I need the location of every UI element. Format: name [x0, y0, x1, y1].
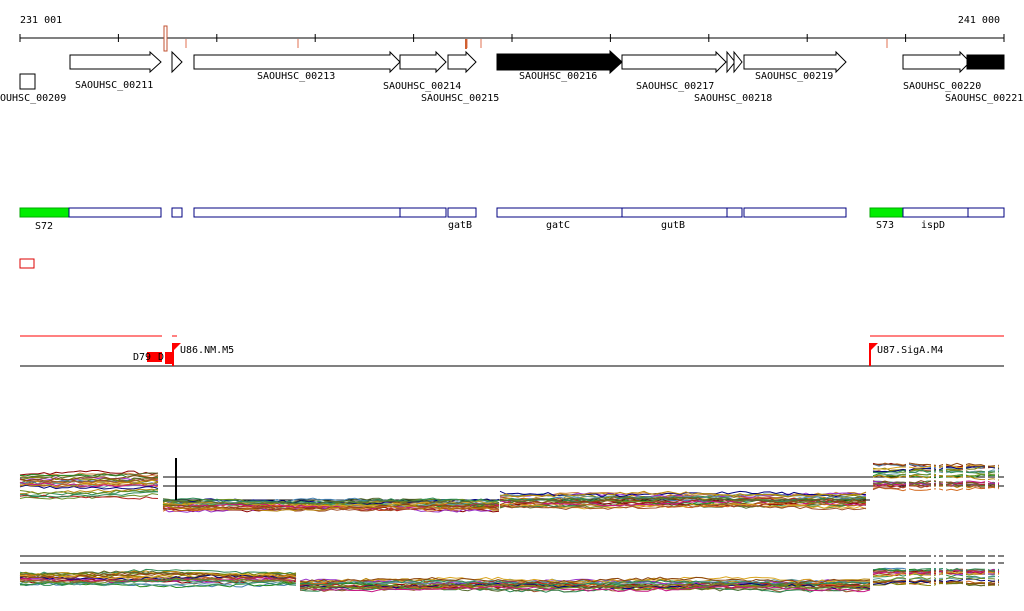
ruler-marker [886, 39, 888, 48]
ruler-marker [163, 25, 168, 52]
ruler-ticks [19, 34, 1005, 42]
data-gap [985, 460, 988, 500]
expression-curve [19, 462, 1000, 511]
gene-label: SAOUHSC_00219 [755, 71, 833, 82]
gene-label: SAOUHSC_00214 [383, 81, 461, 92]
data-gap [936, 552, 939, 592]
operon-label-ispD: ispD [921, 220, 945, 231]
operon-block[interactable] [399, 207, 447, 218]
gene-SAOUHSC_00221[interactable]: SAOUHSC_00221 [945, 54, 1023, 104]
expression-track-top [19, 458, 1004, 513]
gene-SAOUHSC_00217[interactable]: SAOUHSC_00217 [621, 50, 727, 92]
data-gap [906, 460, 909, 500]
operon-block[interactable] [967, 207, 1005, 218]
feature-label-U86: U86.NM.M5 [180, 345, 234, 356]
gene-small-arrow[interactable] [171, 50, 183, 74]
ruler-marker [297, 39, 299, 48]
gene-label: SAOUHSC_00211 [75, 80, 153, 91]
gene-SAOUHSC_00211[interactable]: SAOUHSC_00211 [69, 50, 162, 91]
data-gap [943, 552, 946, 592]
feature-U86.NM.M5[interactable]: U86.NM.M5 [172, 343, 234, 366]
expression-track-bottom [19, 555, 1004, 593]
feature-U87.SigA.M4[interactable]: U87.SigA.M4 [869, 343, 943, 366]
data-gap [943, 460, 946, 500]
operon-block-gatB[interactable] [447, 207, 477, 218]
gene-SAOUHSC_00214[interactable]: SAOUHSC_00214 [383, 50, 461, 92]
ruler-marker [465, 39, 467, 49]
gene-SAOUHSC_00216[interactable]: SAOUHSC_00216 [496, 49, 623, 82]
expression-curve [19, 482, 1000, 512]
promoter-S73-block[interactable] [869, 207, 904, 218]
gene-track: OUHSC_00209 SAOUHSC_00211 SAOUHSC_00213 … [0, 49, 1023, 104]
expression-curve [19, 478, 1000, 512]
gene-SAOUHSC_00220[interactable]: SAOUHSC_00220 [902, 50, 981, 92]
operon-block-gutB[interactable] [621, 207, 728, 218]
operon-label-gatB: gatB [448, 220, 472, 231]
small-red-marker[interactable] [19, 258, 35, 269]
data-gap [963, 552, 966, 592]
operon-block-ispD[interactable] [902, 207, 969, 218]
feature-label-D79-suffix: D [158, 352, 164, 363]
gene-SAOUHSC_00215[interactable]: SAOUHSC_00215 [421, 50, 499, 104]
gene-OUHSC_00209[interactable]: OUHSC_00209 [0, 73, 66, 104]
ruler-end-label: 241 000 [958, 15, 1000, 26]
data-gap-marks [906, 460, 998, 592]
operon-block-gatC[interactable] [496, 207, 623, 218]
ruler-marker [480, 39, 482, 48]
operon-block[interactable] [193, 207, 401, 218]
gene-label: SAOUHSC_00213 [257, 71, 335, 82]
operon-block[interactable] [743, 207, 847, 218]
expression-curve [19, 472, 1000, 506]
expression-curve [19, 464, 1000, 510]
ruler-markers [163, 25, 888, 52]
operon-block[interactable] [68, 207, 162, 218]
data-gap [906, 552, 909, 592]
operon-block[interactable] [726, 207, 743, 218]
gene-label: SAOUHSC_00221 [945, 93, 1023, 104]
gene-SAOUHSC_00218[interactable]: SAOUHSC_00218 [694, 50, 772, 104]
feature-label-U87: U87.SigA.M4 [877, 345, 943, 356]
expression-profile-top [19, 462, 1000, 513]
operon-track: S72 gatB gatC gutB S73 ispD [19, 207, 1005, 232]
gene-label: SAOUHSC_00215 [421, 93, 499, 104]
operon-label-S72: S72 [35, 221, 53, 232]
expression-curve [19, 474, 1000, 512]
expression-curve [19, 473, 1000, 508]
data-gap [995, 460, 998, 500]
expression-curve [19, 469, 1000, 505]
feature-label-D79: D79 [133, 352, 151, 363]
promoter-S72-block[interactable] [19, 207, 70, 218]
gene-label: SAOUHSC_00216 [519, 71, 597, 82]
data-gap [936, 460, 939, 500]
operon-label-gatC: gatC [546, 220, 570, 231]
operon-label-gutB: gutB [661, 220, 685, 231]
data-gap [931, 552, 934, 592]
data-gap [931, 460, 934, 500]
expression-profile-bottom [19, 567, 1000, 593]
gene-label: SAOUHSC_00220 [903, 81, 981, 92]
gene-SAOUHSC_00219[interactable]: SAOUHSC_00219 [743, 50, 847, 82]
gene-label: SAOUHSC_00217 [636, 81, 714, 92]
gene-SAOUHSC_00213[interactable]: SAOUHSC_00213 [193, 50, 401, 82]
data-gap [995, 552, 998, 592]
gene-label: SAOUHSC_00218 [694, 93, 772, 104]
data-gap [963, 460, 966, 500]
gene-label: OUHSC_00209 [0, 93, 66, 104]
feature-track: D79 D U86.NM.M5 U87.SigA.M4 [20, 335, 1004, 367]
feature-D79[interactable]: D79 D [133, 352, 172, 364]
ruler-marker [185, 39, 187, 48]
operon-block[interactable] [171, 207, 183, 218]
data-gap [985, 552, 988, 592]
ruler-start-label: 231 001 [20, 15, 62, 26]
coordinate-ruler: 231 001 241 000 [19, 15, 1005, 52]
operon-label-S73: S73 [876, 220, 894, 231]
